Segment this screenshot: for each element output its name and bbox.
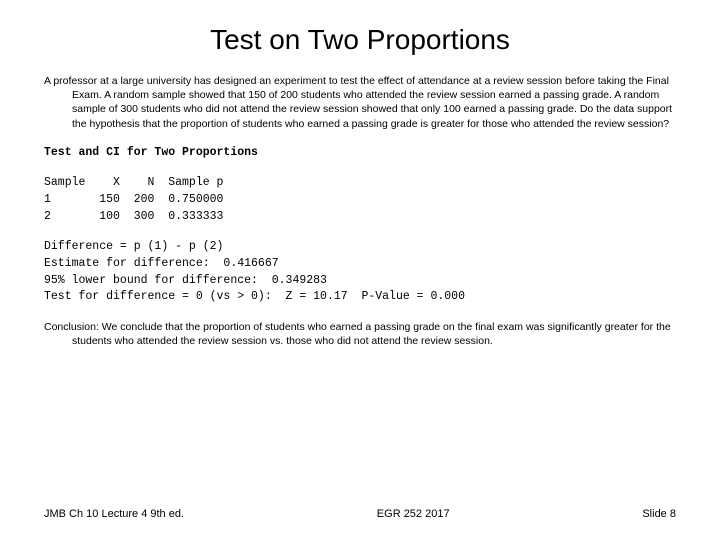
conclusion-paragraph: Conclusion: We conclude that the proport… (44, 320, 676, 348)
output-heading: Test and CI for Two Proportions (44, 145, 676, 162)
page-title: Test on Two Proportions (44, 24, 676, 56)
footer-center: EGR 252 2017 (377, 508, 450, 520)
intro-paragraph: A professor at a large university has de… (44, 74, 676, 131)
stats-block: Difference = p (1) - p (2) Estimate for … (44, 239, 676, 306)
footer: JMB Ch 10 Lecture 4 9th ed. EGR 252 2017… (44, 508, 676, 520)
footer-left: JMB Ch 10 Lecture 4 9th ed. (44, 508, 184, 520)
sample-table: Sample X N Sample p 1 150 200 0.750000 2… (44, 175, 676, 225)
footer-right: Slide 8 (642, 508, 676, 520)
